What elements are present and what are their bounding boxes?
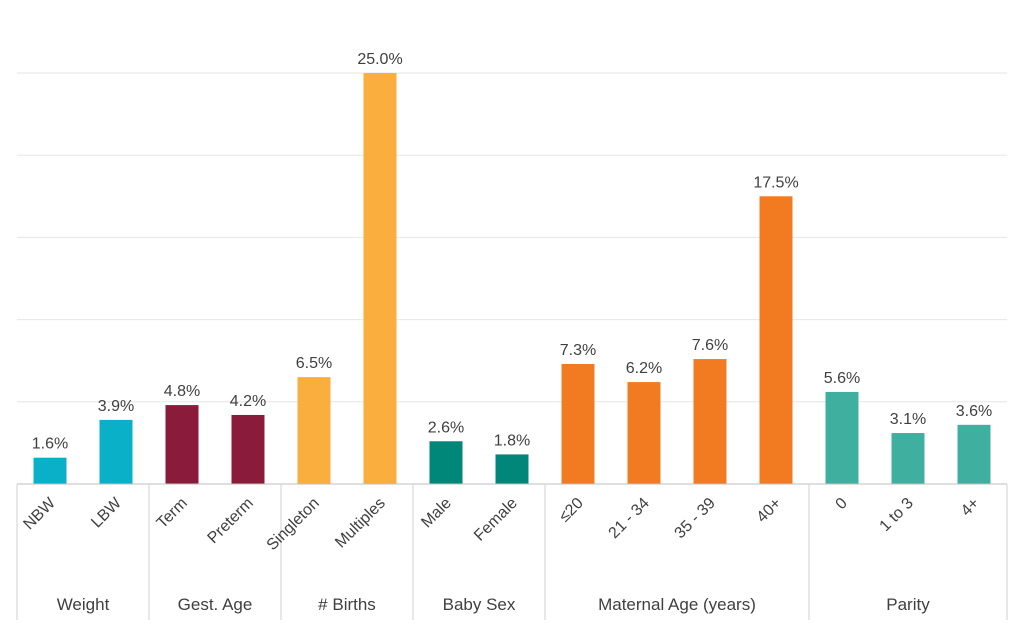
category-label-female: Female <box>471 495 521 545</box>
group-label-baby-sex: Baby Sex <box>443 595 516 614</box>
category-label-4: 4+ <box>958 495 983 520</box>
value-label-4: 3.6% <box>956 403 992 420</box>
bar-4 <box>957 424 991 484</box>
bar-35-39 <box>693 359 727 484</box>
value-label-lbw: 3.9% <box>98 398 134 415</box>
category-label-1-to-3: 1 to 3 <box>877 495 917 535</box>
bar-20 <box>561 363 595 484</box>
value-label-multiples: 25.0% <box>357 51 402 68</box>
group-label-maternal-age-years: Maternal Age (years) <box>598 595 756 614</box>
category-label-lbw: LBW <box>88 494 125 531</box>
category-label-40: 40+ <box>754 495 785 526</box>
group-label-weight: Weight <box>57 595 110 614</box>
category-label-20: ≤20 <box>556 495 587 526</box>
value-label-35-39: 7.6% <box>692 337 728 354</box>
category-axis: NBW LBW Weight Term Preterm Gest. Age Singleto… <box>16 483 1008 620</box>
value-labels: 1.6% 3.9% 4.8% 4.2% 6.5% 25.0% 2.6% 1.8% 7.3% 6.2… <box>32 51 992 453</box>
category-label-0: 0 <box>833 495 851 513</box>
bar-preterm <box>231 414 265 484</box>
bars <box>33 73 991 485</box>
group-label-parity: Parity <box>886 595 930 614</box>
value-label-female: 1.8% <box>494 432 530 449</box>
category-label-singleton: Singleton <box>264 495 323 554</box>
value-label-40: 17.5% <box>753 174 798 191</box>
category-label-term: Term <box>154 495 191 532</box>
category-label-nbw: NBW <box>20 494 59 533</box>
value-label-20: 7.3% <box>560 342 596 359</box>
bar-male <box>429 441 463 484</box>
group-label-births: # Births <box>318 595 376 614</box>
bar-1-to-3 <box>891 433 925 484</box>
value-label-1-to-3: 3.1% <box>890 411 926 428</box>
value-label-term: 4.8% <box>164 383 200 400</box>
bar-0 <box>825 391 859 484</box>
bar-term <box>165 405 199 484</box>
value-label-singleton: 6.5% <box>296 355 332 372</box>
value-label-preterm: 4.2% <box>230 393 266 410</box>
value-label-0: 5.6% <box>824 370 860 387</box>
value-label-21-34: 6.2% <box>626 360 662 377</box>
category-label-multiples: Multiples <box>332 495 389 552</box>
value-label-nbw: 1.6% <box>32 436 68 453</box>
group-label-gest-age: Gest. Age <box>178 595 253 614</box>
category-label-21-34: 21 - 34 <box>606 495 653 542</box>
bar-lbw <box>99 419 133 484</box>
bar-female <box>495 454 529 484</box>
bar-21-34 <box>627 382 661 484</box>
bar-40 <box>759 196 793 485</box>
bar-nbw <box>33 457 67 484</box>
category-label-preterm: Preterm <box>205 495 257 547</box>
category-label-35-39: 35 - 39 <box>672 495 719 542</box>
bar-singleton <box>297 377 331 484</box>
value-label-male: 2.6% <box>428 419 464 436</box>
gridlines <box>17 72 1007 403</box>
bar-multiples <box>363 73 397 484</box>
category-label-male: Male <box>418 495 455 532</box>
